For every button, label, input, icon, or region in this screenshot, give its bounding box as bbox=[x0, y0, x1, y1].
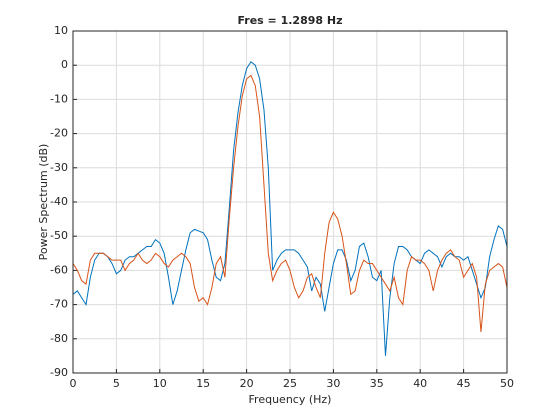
line-series bbox=[72, 61, 508, 356]
y-tick-label: 10 bbox=[54, 24, 68, 37]
x-tick-label: 25 bbox=[283, 377, 297, 390]
y-tick-label: -70 bbox=[50, 298, 68, 311]
x-axis-label: Frequency (Hz) bbox=[249, 393, 332, 406]
x-tick-label: 5 bbox=[113, 377, 120, 390]
x-tick-label: 15 bbox=[196, 377, 210, 390]
y-tick-label: -40 bbox=[50, 195, 68, 208]
y-tick-label: -20 bbox=[50, 127, 68, 140]
y-tick-label: -60 bbox=[50, 263, 68, 276]
x-tick-label: 35 bbox=[370, 377, 384, 390]
y-tick-label: -80 bbox=[50, 332, 68, 345]
x-tick-label: 50 bbox=[500, 377, 514, 390]
y-tick-label: -10 bbox=[50, 92, 68, 105]
x-tick-label: 0 bbox=[70, 377, 77, 390]
x-tick-label: 10 bbox=[153, 377, 167, 390]
line-series bbox=[72, 74, 508, 333]
y-tick-label: -90 bbox=[50, 366, 68, 379]
x-tick-label: 30 bbox=[326, 377, 340, 390]
y-axis-label: Power Spectrum (dB) bbox=[37, 144, 50, 261]
y-tick-label: 0 bbox=[61, 58, 68, 71]
x-tick-label: 20 bbox=[240, 377, 254, 390]
y-tick-label: -50 bbox=[50, 229, 68, 242]
chart-title: Fres = 1.2898 Hz bbox=[237, 14, 342, 27]
x-tick-label: 40 bbox=[413, 377, 427, 390]
y-tick-label: -30 bbox=[50, 161, 68, 174]
axes-box bbox=[72, 30, 508, 374]
x-tick-label: 45 bbox=[457, 377, 471, 390]
